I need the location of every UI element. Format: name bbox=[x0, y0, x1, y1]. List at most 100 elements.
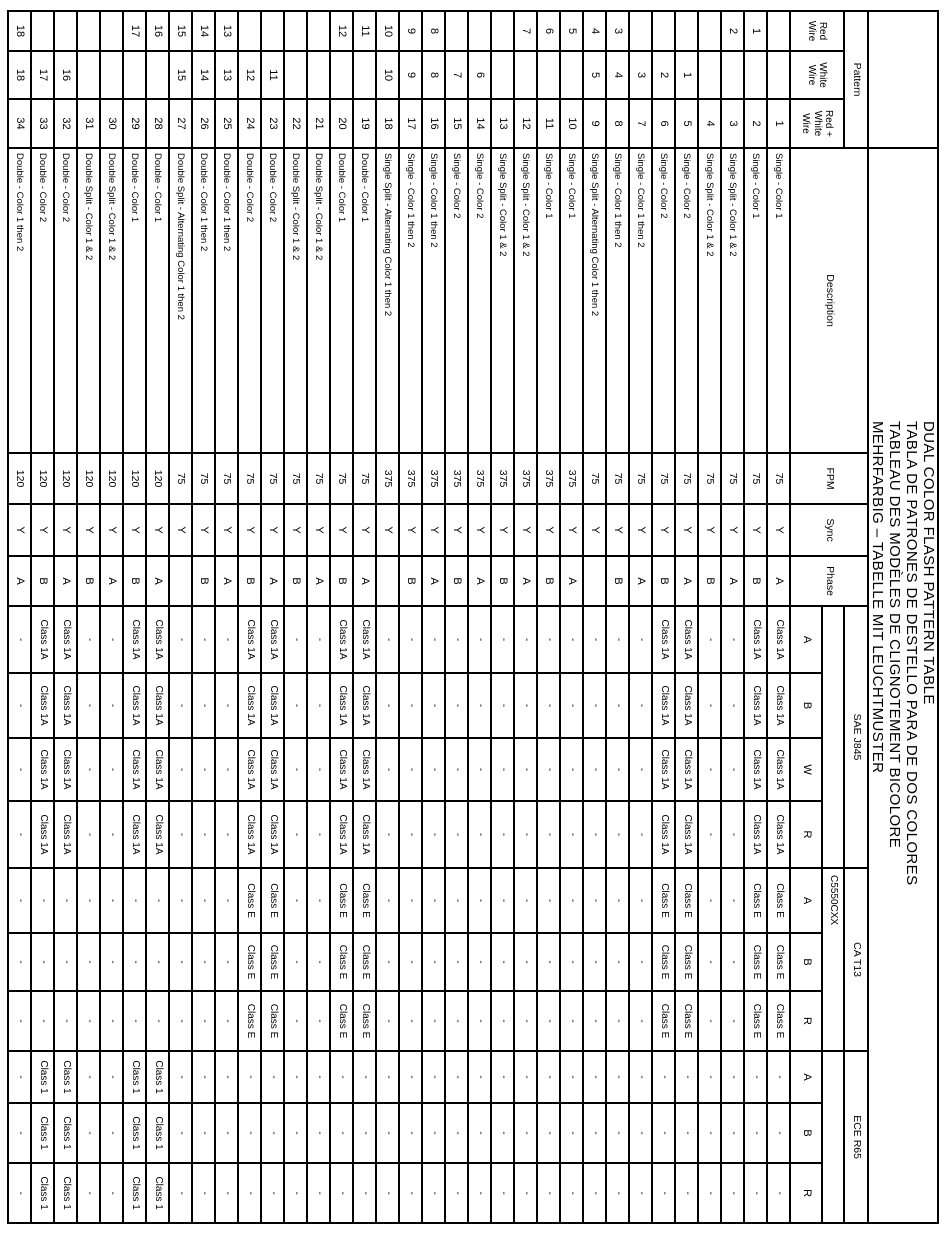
sae-b-cell: - bbox=[399, 673, 422, 739]
ca-r-cell: Class E bbox=[675, 991, 698, 1052]
ece-r-cell: Class 1 bbox=[146, 1163, 169, 1224]
ece-b-cell: - bbox=[238, 1103, 261, 1164]
combined-wire-cell: 4 bbox=[698, 99, 721, 149]
combined-wire-cell: 5 bbox=[675, 99, 698, 149]
description-cell: Double - Color 1 bbox=[123, 148, 146, 454]
sync-cell: Y bbox=[8, 504, 31, 557]
sae-w-cell: Class 1A bbox=[146, 738, 169, 802]
ece-r-cell: - bbox=[215, 1163, 238, 1224]
red-wire-cell: 6 bbox=[537, 11, 560, 51]
sae-subgroup-blank-cell bbox=[822, 606, 844, 869]
description-cell: Single Split - Alternating Color 1 then … bbox=[376, 148, 399, 454]
ece-r-cell: - bbox=[261, 1163, 284, 1224]
white-wire-cell: 12 bbox=[238, 51, 261, 99]
ca-a-cell: - bbox=[468, 868, 491, 934]
sae-b-cell: - bbox=[445, 673, 468, 739]
ca-b-cell: - bbox=[77, 933, 100, 992]
sae-b-cell: Class 1A bbox=[330, 673, 353, 739]
sae-b-cell: - bbox=[514, 673, 537, 739]
sae-r-cell: - bbox=[376, 801, 399, 869]
ca-b-cell: - bbox=[54, 933, 77, 992]
sync-cell: Y bbox=[560, 504, 583, 557]
ca-a-cell: - bbox=[123, 868, 146, 934]
pattern-row-34: 18 18 34 Double - Color 1 then 2 120 Y A - - - - - -… bbox=[8, 11, 31, 1224]
combined-wire-cell: 14 bbox=[468, 99, 491, 149]
phase-column-header: Phase bbox=[790, 556, 868, 607]
description-cell: Double - Color 1 bbox=[353, 148, 376, 454]
sae-a-cell: - bbox=[606, 606, 629, 674]
fpm-cell: 75 bbox=[583, 453, 606, 505]
sae-a-cell: Class 1A bbox=[261, 606, 284, 674]
sync-cell: Y bbox=[629, 504, 652, 557]
description-cell: Double Split - Color 1 & 2 bbox=[307, 148, 330, 454]
red-wire-cell bbox=[652, 11, 675, 51]
pattern-row-32: 16 32 Double - Color 2 120 Y A Class 1A Class 1… bbox=[54, 11, 77, 1224]
white-wire-cell: 5 bbox=[583, 51, 606, 99]
description-cell: Double - Color 2 bbox=[238, 148, 261, 454]
fpm-cell: 120 bbox=[146, 453, 169, 505]
ca-a-cell: - bbox=[169, 868, 192, 934]
ca-b-cell: - bbox=[399, 933, 422, 992]
fpm-cell: 75 bbox=[744, 453, 767, 505]
description-cell: Double - Color 1 bbox=[146, 148, 169, 454]
red-wire-cell: 14 bbox=[192, 11, 215, 51]
ca-r-cell: - bbox=[100, 991, 123, 1052]
ece-b-header: B bbox=[790, 1103, 822, 1164]
sae-b-cell: - bbox=[629, 673, 652, 739]
sae-b-cell: Class 1A bbox=[261, 673, 284, 739]
red-wire-cell bbox=[77, 11, 100, 51]
sae-a-cell: Class 1A bbox=[767, 606, 790, 674]
ece-b-cell: Class 1 bbox=[31, 1103, 54, 1164]
ece-a-cell: - bbox=[284, 1051, 307, 1104]
red-wire-cell: 12 bbox=[330, 11, 353, 51]
description-cell: Double Split - Alternating Color 1 then … bbox=[169, 148, 192, 454]
ece-b-cell: - bbox=[353, 1103, 376, 1164]
phase-cell: A bbox=[261, 556, 284, 607]
sae-a-header: A bbox=[790, 606, 822, 674]
fpm-cell: 75 bbox=[330, 453, 353, 505]
white-wire-cell: 17 bbox=[31, 51, 54, 99]
white-wire-cell: 8 bbox=[422, 51, 445, 99]
red-wire-cell bbox=[100, 11, 123, 51]
description-cell: Single - Color 1 then 2 bbox=[629, 148, 652, 454]
sync-cell: Y bbox=[376, 504, 399, 557]
ece-a-cell: - bbox=[629, 1051, 652, 1104]
ca-a-cell: - bbox=[100, 868, 123, 934]
ca-a-cell: - bbox=[8, 868, 31, 934]
sae-b-cell: - bbox=[422, 673, 445, 739]
fpm-cell: 75 bbox=[698, 453, 721, 505]
sae-w-cell: - bbox=[583, 738, 606, 802]
sae-r-cell: - bbox=[307, 801, 330, 869]
ca-a-cell: - bbox=[146, 868, 169, 934]
ece-b-cell: - bbox=[560, 1103, 583, 1164]
ca-a-cell: - bbox=[192, 868, 215, 934]
ece-a-cell: - bbox=[698, 1051, 721, 1104]
sae-r-cell: Class 1A bbox=[31, 801, 54, 869]
sync-cell: Y bbox=[445, 504, 468, 557]
phase-cell: B bbox=[284, 556, 307, 607]
ece-subgroup-blank-cell bbox=[822, 1051, 844, 1224]
ca-r-cell: - bbox=[123, 991, 146, 1052]
pattern-row-21: 21 Double Split - Color 1 & 2 75 Y A - - - - - - - -… bbox=[307, 11, 330, 1224]
ca-b-cell: - bbox=[100, 933, 123, 992]
description-cell: Double - Color 2 bbox=[261, 148, 284, 454]
ca-b-cell: - bbox=[514, 933, 537, 992]
phase-cell: A bbox=[215, 556, 238, 607]
sae-r-cell: - bbox=[77, 801, 100, 869]
sync-column-header: Sync bbox=[790, 504, 868, 557]
ece-b-cell: - bbox=[284, 1103, 307, 1164]
sae-r-cell: Class 1A bbox=[261, 801, 284, 869]
description-cell: Single - Color 1 bbox=[767, 148, 790, 454]
sae-a-cell: - bbox=[445, 606, 468, 674]
sae-b-cell: Class 1A bbox=[767, 673, 790, 739]
sae-a-cell: - bbox=[192, 606, 215, 674]
ca-a-cell: Class E bbox=[652, 868, 675, 934]
white-wire-cell: 10 bbox=[376, 51, 399, 99]
white-wire-cell bbox=[100, 51, 123, 99]
sync-cell: Y bbox=[675, 504, 698, 557]
fpm-column-header: FPM bbox=[790, 453, 868, 505]
sae-w-cell: - bbox=[100, 738, 123, 802]
ca-b-cell: - bbox=[583, 933, 606, 992]
ca-r-cell: - bbox=[399, 991, 422, 1052]
red-wire-cell bbox=[261, 11, 284, 51]
